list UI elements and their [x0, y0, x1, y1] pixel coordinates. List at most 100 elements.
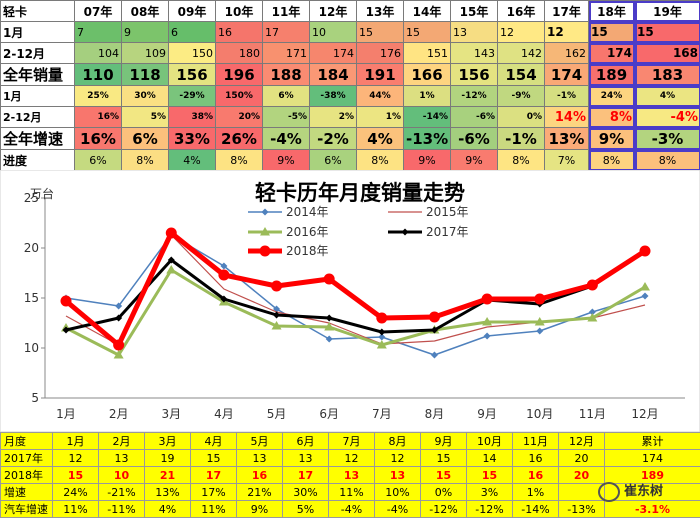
x-tick-label: 3月 — [161, 407, 181, 421]
table-cell: 30% — [282, 483, 329, 501]
data-point — [60, 295, 72, 307]
row-label: 增速 — [0, 483, 53, 501]
table-cell: 9% — [403, 149, 451, 171]
table-cell: 20 — [558, 466, 605, 484]
data-point — [482, 317, 493, 326]
table-row: 进度 6% 8% 4% 8% 9% 6% 8% 9% 9% 8% 7% 8% 8% — [0, 149, 700, 171]
watermark-text: 崔东树 — [624, 484, 664, 499]
column-header: 7月 — [328, 432, 375, 450]
table-cell: 8% — [121, 149, 169, 171]
table-cell: 5% — [121, 106, 169, 128]
legend-label: 2017年 — [426, 225, 469, 239]
table-cell: 30% — [121, 85, 169, 107]
x-tick-label: 11月 — [579, 407, 606, 421]
row-label: 2018年 — [0, 466, 53, 484]
table-cell: 17 — [262, 21, 310, 43]
table-row: 2018年 15 10 21 17 16 17 13 13 15 15 16 20 189 — [0, 466, 700, 484]
table-cell: 44% — [356, 85, 404, 107]
row-label: 1月 — [0, 85, 75, 107]
data-point — [271, 280, 283, 292]
column-header: 5月 — [236, 432, 283, 450]
wechat-watermark: 崔东树 — [598, 480, 663, 502]
table-cell: 3% — [466, 483, 513, 501]
table-cell: 142 — [497, 42, 545, 64]
table-cell: -12% — [466, 500, 513, 518]
table-row: 1月 7 9 6 16 17 10 15 15 13 12 12 15 15 — [0, 21, 700, 43]
column-header: 12月 — [558, 432, 605, 450]
data-point — [428, 311, 440, 323]
data-point — [62, 326, 70, 334]
table-cell: 15 — [420, 449, 467, 467]
x-tick-label: 12月 — [631, 407, 658, 421]
table-cell: 12 — [544, 21, 589, 43]
table-cell: 150% — [215, 85, 263, 107]
table-cell: 166 — [403, 63, 451, 86]
year-header: 19年 — [634, 0, 700, 22]
table-row: 1月 25% 30% -29% 150% 6% -38% 44% 1% -12% -9% -1% 24%… — [0, 85, 700, 107]
row-label: 汽车增速 — [0, 500, 53, 518]
table-cell: 180 — [215, 42, 263, 64]
data-point — [259, 245, 271, 257]
table-cell: -4% — [328, 500, 375, 518]
table-cell: -14% — [512, 500, 559, 518]
data-point — [166, 265, 177, 274]
table-cell: 6% — [262, 85, 310, 107]
table-cell: 14 — [466, 449, 513, 467]
x-tick-label: 5月 — [267, 407, 287, 421]
table-cell: 6% — [121, 127, 169, 150]
year-header: 07年 — [74, 0, 122, 22]
table-cell: 13 — [282, 449, 329, 467]
table-cell: 33% — [168, 127, 216, 150]
table-cell: -6% — [450, 127, 498, 150]
table-cell: 0% — [497, 106, 545, 128]
table-cell: -21% — [98, 483, 145, 501]
data-point — [220, 262, 228, 270]
table-cell: 118 — [121, 63, 169, 86]
column-header: 6月 — [282, 432, 329, 450]
data-point — [324, 322, 335, 331]
data-point — [586, 279, 598, 291]
row-label: 全年销量 — [0, 63, 75, 86]
year-header: 18年 — [588, 0, 635, 22]
data-point — [273, 311, 281, 319]
year-header: 10年 — [215, 0, 263, 22]
table-cell: 17 — [282, 466, 329, 484]
table-cell: 188 — [262, 63, 310, 86]
year-header: 14年 — [403, 0, 451, 22]
column-header: 8月 — [374, 432, 421, 450]
x-tick-label: 1月 — [56, 407, 76, 421]
table-cell: 20 — [558, 449, 605, 467]
table-cell: 189 — [604, 466, 700, 484]
year-header: 13年 — [356, 0, 404, 22]
data-point — [378, 328, 386, 336]
table-cell: 24% — [588, 85, 635, 107]
table-cell: 7% — [544, 149, 589, 171]
table-cell: 151 — [403, 42, 451, 64]
table-cell: 0% — [420, 483, 467, 501]
line-chart: 5 10 15 20 25 1月 2月 3月 4月 5月 6月 7月 8月 9月 10月 11月 12月 万台 轻卡… — [0, 169, 700, 433]
table-cell: 168 — [634, 42, 700, 64]
table-cell: 15 — [190, 449, 237, 467]
chart-background — [0, 169, 700, 433]
data-point — [640, 282, 650, 291]
data-point — [401, 228, 409, 236]
data-point — [113, 339, 125, 351]
table-cell: -29% — [168, 85, 216, 107]
row-label: 1月 — [0, 21, 75, 43]
table-cell: -3.1% — [604, 500, 700, 518]
table-cell: 104 — [74, 42, 122, 64]
table-cell: 16% — [74, 106, 122, 128]
x-tick-label: 6月 — [319, 407, 339, 421]
table-cell: 6 — [168, 21, 216, 43]
y-tick-label: 25 — [24, 191, 39, 205]
data-point — [261, 208, 269, 216]
table-row: 2-12月 104 109 150 180 171 174 176 151 143 142 162 17… — [0, 42, 700, 64]
data-point — [323, 273, 335, 285]
table-cell: 12 — [497, 21, 545, 43]
table-cell: 1% — [403, 85, 451, 107]
y-tick-label: 20 — [24, 241, 39, 255]
data-point — [483, 332, 491, 340]
table-cell: 154 — [497, 63, 545, 86]
table-cell: -4% — [634, 106, 700, 128]
data-point — [115, 302, 123, 310]
